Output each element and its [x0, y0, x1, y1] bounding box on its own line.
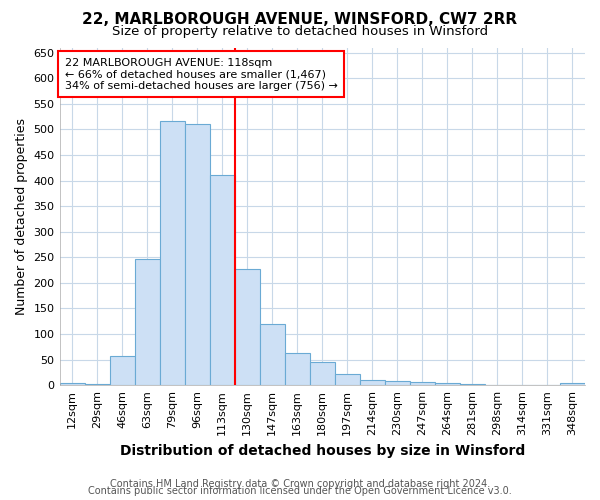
- Bar: [435, 382, 460, 385]
- Bar: [209, 176, 235, 385]
- Bar: [510, 384, 535, 385]
- Bar: [485, 384, 510, 385]
- X-axis label: Distribution of detached houses by size in Winsford: Distribution of detached houses by size …: [119, 444, 525, 458]
- Text: Size of property relative to detached houses in Winsford: Size of property relative to detached ho…: [112, 25, 488, 38]
- Bar: [560, 382, 585, 385]
- Bar: [260, 324, 285, 385]
- Text: Contains HM Land Registry data © Crown copyright and database right 2024.: Contains HM Land Registry data © Crown c…: [110, 479, 490, 489]
- Bar: [460, 384, 485, 385]
- Text: 22 MARLBOROUGH AVENUE: 118sqm
← 66% of detached houses are smaller (1,467)
34% o: 22 MARLBOROUGH AVENUE: 118sqm ← 66% of d…: [65, 58, 338, 91]
- Bar: [235, 268, 260, 385]
- Bar: [110, 356, 134, 385]
- Bar: [134, 259, 160, 385]
- Bar: [285, 354, 310, 385]
- Bar: [410, 382, 435, 385]
- Bar: [85, 384, 110, 385]
- Y-axis label: Number of detached properties: Number of detached properties: [15, 118, 28, 315]
- Bar: [360, 380, 385, 385]
- Bar: [335, 374, 360, 385]
- Text: Contains public sector information licensed under the Open Government Licence v3: Contains public sector information licen…: [88, 486, 512, 496]
- Bar: [185, 124, 209, 385]
- Bar: [59, 382, 85, 385]
- Bar: [535, 384, 560, 385]
- Bar: [385, 380, 410, 385]
- Bar: [310, 362, 335, 385]
- Bar: [160, 121, 185, 385]
- Text: 22, MARLBOROUGH AVENUE, WINSFORD, CW7 2RR: 22, MARLBOROUGH AVENUE, WINSFORD, CW7 2R…: [82, 12, 518, 28]
